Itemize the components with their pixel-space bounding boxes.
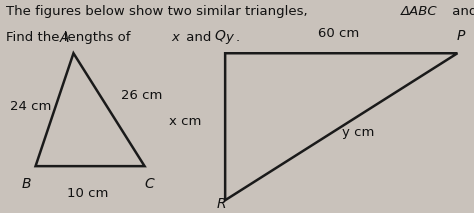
Text: C: C [145,177,154,191]
Text: y cm: y cm [342,125,374,139]
Text: 10 cm: 10 cm [67,187,109,200]
Text: The figures below show two similar triangles,: The figures below show two similar trian… [6,5,311,18]
Text: y: y [225,31,233,44]
Text: and: and [447,5,474,18]
Text: B: B [21,177,31,191]
Text: 24 cm: 24 cm [10,100,52,113]
Text: P: P [456,29,465,43]
Text: Q: Q [214,29,225,43]
Text: Find the lengths of: Find the lengths of [6,31,135,44]
Text: and: and [182,31,216,44]
Text: x: x [172,31,180,44]
Text: A: A [59,31,69,45]
Text: R: R [217,197,227,211]
Text: .: . [236,31,240,44]
Text: 26 cm: 26 cm [121,89,162,102]
Text: x cm: x cm [169,115,201,128]
Text: 60 cm: 60 cm [318,27,360,40]
Text: ΔABC: ΔABC [401,5,437,18]
